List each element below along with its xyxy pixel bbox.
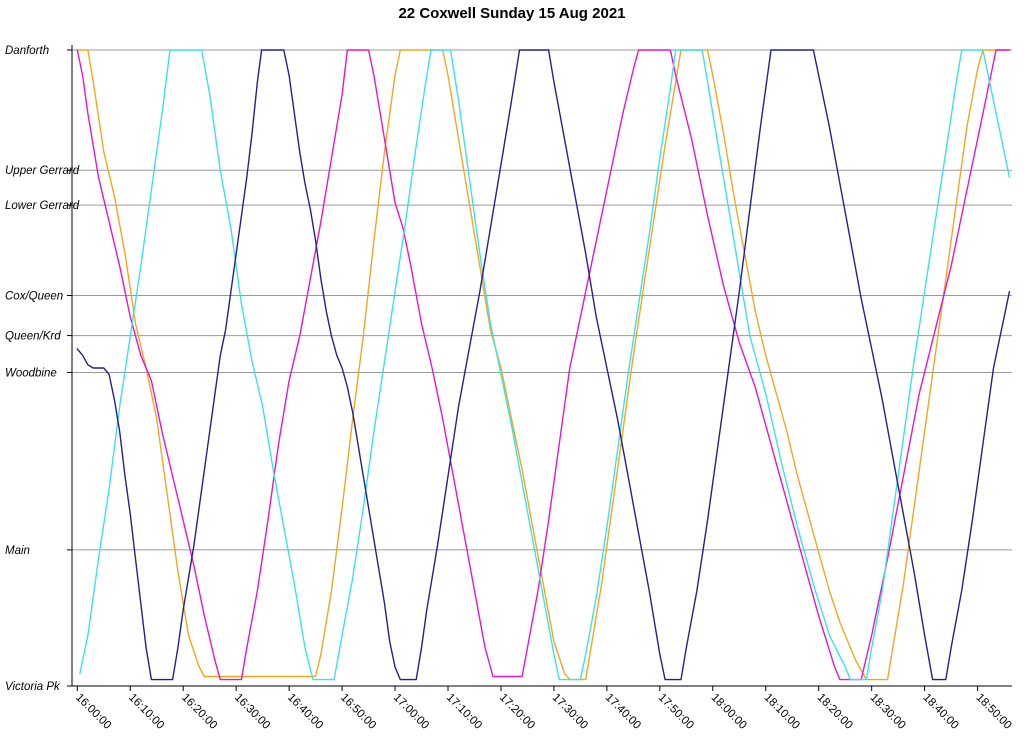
chart-title: 22 Coxwell Sunday 15 Aug 2021 — [398, 5, 626, 22]
x-axis-label: 17:40:00 — [603, 692, 643, 732]
series-line-vehicle-magenta — [76, 49, 1011, 681]
x-axis-label: 18:30:00 — [868, 692, 908, 732]
x-axis-label: 16:00:00 — [73, 692, 113, 732]
x-axis-label: 16:50:00 — [338, 692, 378, 732]
y-axis-label: Cox/Queen — [5, 290, 63, 302]
x-axis-label: 18:00:00 — [709, 692, 749, 732]
y-axis-label: Danforth — [5, 45, 49, 57]
y-axis-label: Main — [5, 545, 30, 557]
y-axis-label: Victoria Pk — [5, 681, 61, 693]
x-axis-label: 16:10:00 — [126, 692, 166, 732]
y-axis-label: Lower Gerrard — [5, 200, 80, 212]
x-axis-label: 17:50:00 — [656, 692, 696, 732]
x-axis-label: 16:30:00 — [232, 692, 272, 732]
series-line-vehicle-cyan — [79, 49, 1011, 681]
x-axis-label: 17:00:00 — [391, 692, 431, 732]
x-axis-label: 18:40:00 — [920, 692, 960, 732]
y-axis-label: Queen/Krd — [5, 331, 61, 343]
x-axis-label: 16:40:00 — [285, 692, 325, 732]
x-axis-label: 18:50:00 — [973, 692, 1013, 732]
series-line-vehicle-orange — [76, 49, 1011, 681]
x-axis-label: 18:20:00 — [815, 692, 855, 732]
x-axis-label: 17:20:00 — [497, 692, 537, 732]
x-axis-label: 18:10:00 — [762, 692, 802, 732]
x-axis-label: 17:30:00 — [550, 692, 590, 732]
x-axis-label: 16:20:00 — [179, 692, 219, 732]
y-axis-label: Woodbine — [5, 367, 57, 379]
series-line-vehicle-navy — [76, 49, 1011, 681]
x-axis-label: 17:10:00 — [444, 692, 484, 732]
y-axis-label: Upper Gerrard — [5, 165, 80, 177]
